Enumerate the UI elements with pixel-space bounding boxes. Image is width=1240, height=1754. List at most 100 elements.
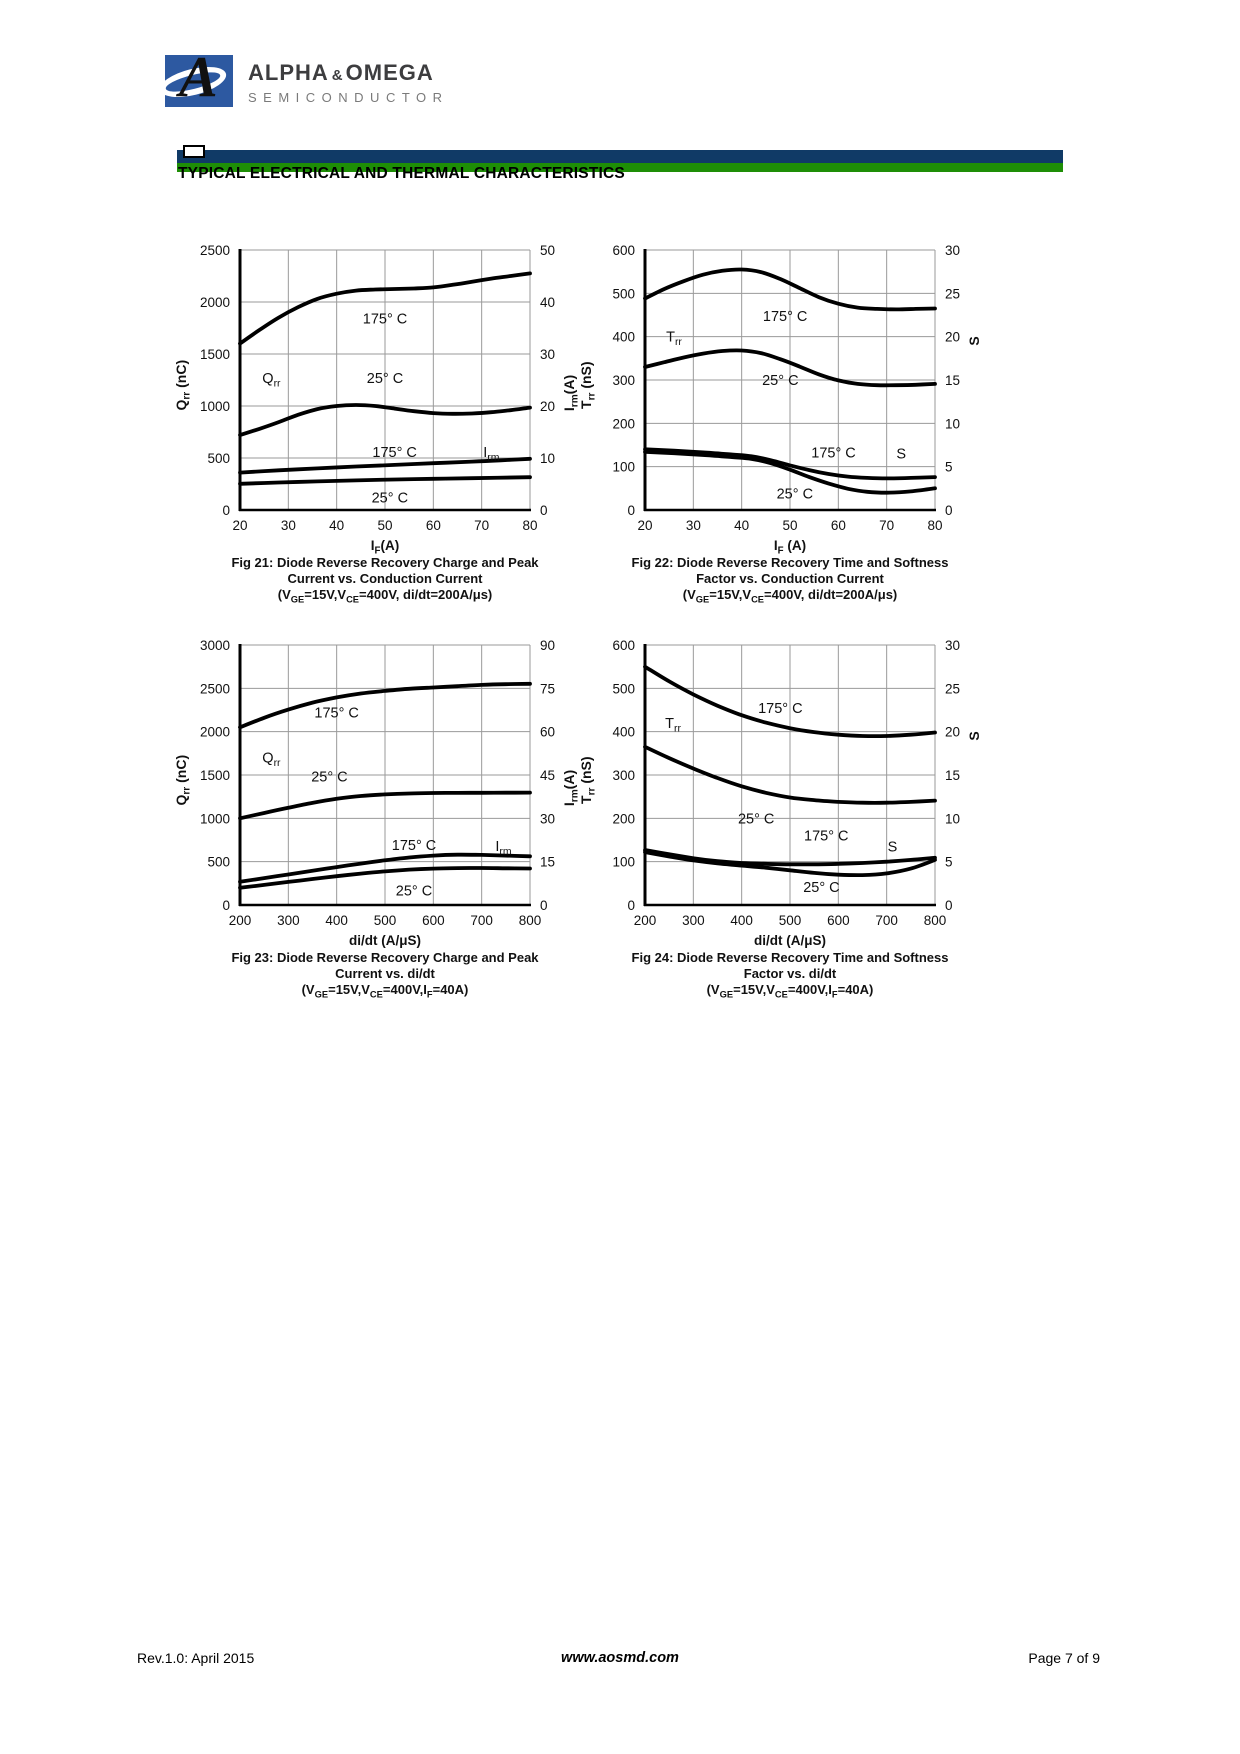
- annotation-label: Qrr​: [262, 371, 281, 390]
- y-right-tick-label: 40: [540, 295, 555, 310]
- y-right-tick-label: 45: [540, 768, 555, 783]
- y-tick-label: 300: [612, 373, 635, 388]
- annotation-label: 25° C: [803, 880, 839, 896]
- x-tick-label: 20: [637, 518, 652, 533]
- y-tick-label: 400: [612, 725, 635, 740]
- series-Irm-175C: [238, 456, 532, 475]
- figure-caption: Factor vs. Conduction Current: [696, 571, 884, 586]
- y-tick-label: 0: [222, 503, 230, 518]
- y-tick-label: 100: [612, 855, 635, 870]
- x-axis-title: IF​(A): [371, 538, 399, 557]
- series-Trr-175C: [643, 267, 937, 312]
- x-tick-label: 400: [730, 913, 753, 928]
- figure-caption: Fig 23: Diode Reverse Recovery Charge an…: [231, 950, 539, 965]
- figure-caption: (VGE​=15V,VCE​=400V, di/dt=200A/μs): [278, 587, 493, 605]
- annotation-label: Trr​: [666, 330, 682, 349]
- series-Irm-25C: [238, 866, 532, 890]
- y-tick-label: 300: [612, 768, 635, 783]
- page-title: TYPICAL ELECTRICAL AND THERMAL CHARACTER…: [178, 165, 625, 182]
- x-tick-label: 60: [426, 518, 441, 533]
- y-right-tick-label: 15: [540, 855, 555, 870]
- y-tick-label: 200: [612, 416, 635, 431]
- x-tick-label: 500: [374, 913, 397, 928]
- x-tick-label: 800: [519, 913, 542, 928]
- y-right-tick-label: 30: [540, 811, 555, 826]
- brand-semiconductor: SEMICONDUCTOR: [248, 90, 449, 105]
- x-tick-label: 40: [734, 518, 749, 533]
- y-right-tick-label: 30: [945, 243, 960, 258]
- x-tick-label: 30: [281, 518, 296, 533]
- x-tick-label: 600: [827, 913, 850, 928]
- y-right-tick-label: 10: [540, 451, 555, 466]
- x-tick-label: 60: [831, 518, 846, 533]
- annotation-label: 175° C: [811, 445, 856, 461]
- series-Qrr-175C: [238, 681, 532, 730]
- footer-website-link[interactable]: www.aosmd.com: [561, 1650, 679, 1666]
- annotation-label: 25° C: [738, 811, 774, 827]
- y-right-tick-label: 0: [540, 503, 548, 518]
- y-axis-title: Trr​ (nS): [578, 361, 598, 409]
- y-tick-label: 1000: [200, 399, 230, 414]
- x-tick-label: 300: [682, 913, 705, 928]
- annotation-label: Irm​: [483, 445, 499, 464]
- y-tick-label: 1000: [200, 811, 230, 826]
- y-right-tick-label: 15: [945, 373, 960, 388]
- x-tick-label: 20: [232, 518, 247, 533]
- y-right-tick-label: 25: [945, 286, 960, 301]
- y-tick-label: 0: [627, 898, 635, 913]
- series-S-25C: [643, 850, 937, 878]
- y-tick-label: 0: [627, 503, 635, 518]
- figure-caption: Fig 21: Diode Reverse Recovery Charge an…: [231, 555, 539, 570]
- annotation-label: 175° C: [372, 445, 417, 461]
- divider-tab-box: [183, 145, 205, 158]
- y-right-tick-label: 90: [540, 638, 555, 653]
- brand-name: ALPHA & OMEGA SEMICONDUCTOR: [248, 60, 449, 105]
- figure-caption: Fig 24: Diode Reverse Recovery Time and …: [632, 950, 949, 965]
- series-Trr-175C: [643, 664, 937, 739]
- y-tick-label: 400: [612, 330, 635, 345]
- x-axis-title: IF​ (A): [774, 538, 806, 557]
- y-right-tick-label: 10: [945, 811, 960, 826]
- x-axis-title: di/dt (A/μS): [754, 933, 826, 948]
- brand-alpha: ALPHA: [248, 60, 329, 85]
- annotation-label: 25° C: [396, 884, 432, 900]
- annotation-label: 175° C: [363, 312, 408, 328]
- y-tick-label: 3000: [200, 638, 230, 653]
- series-Trr-25C: [643, 348, 937, 388]
- y-right-tick-label: 20: [540, 399, 555, 414]
- annotation-label: 175° C: [804, 829, 849, 845]
- y-right-tick-label: 0: [945, 503, 953, 518]
- logo-letter: A: [179, 44, 218, 109]
- green-divider-bar: [177, 163, 1063, 172]
- x-tick-label: 80: [927, 518, 942, 533]
- series-Irm-175C: [238, 852, 532, 884]
- x-tick-label: 800: [924, 913, 947, 928]
- x-tick-label: 700: [470, 913, 493, 928]
- series-Trr-25C: [643, 744, 937, 805]
- series-S-175C: [643, 447, 937, 481]
- series-Irm-25C: [238, 475, 532, 486]
- y-tick-label: 500: [207, 855, 230, 870]
- x-tick-label: 500: [779, 913, 802, 928]
- y-right-axis-title: S: [966, 336, 982, 345]
- y-tick-label: 2000: [200, 725, 230, 740]
- annotation-label: 25° C: [372, 491, 408, 507]
- y-right-tick-label: 15: [945, 768, 960, 783]
- y-right-tick-label: 5: [945, 460, 953, 475]
- figure-caption: Current vs. Conduction Current: [287, 571, 483, 586]
- brand-omega: OMEGA: [345, 60, 434, 85]
- annotation-label: 25° C: [367, 371, 403, 387]
- x-tick-label: 300: [277, 913, 300, 928]
- y-tick-label: 1500: [200, 347, 230, 362]
- annotation-label: 25° C: [311, 770, 347, 786]
- y-right-tick-label: 75: [540, 681, 555, 696]
- y-tick-label: 200: [612, 811, 635, 826]
- y-tick-label: 0: [222, 898, 230, 913]
- y-tick-label: 500: [207, 451, 230, 466]
- annotation-label: 175° C: [758, 701, 803, 717]
- annotation-label: Irm​: [495, 839, 511, 858]
